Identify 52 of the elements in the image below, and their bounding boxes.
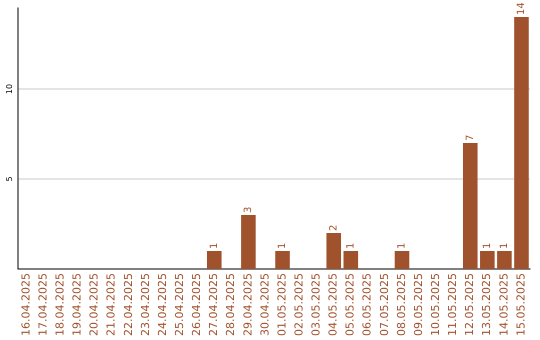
x-tick-label: 03.05.2025: [310, 273, 323, 336]
x-tick-label: 21.04.2025: [104, 273, 118, 336]
x-tick-label: 14.05.2025: [497, 273, 510, 336]
x-tick-label: 19.04.2025: [70, 273, 84, 336]
x-tick-label: 17.04.2025: [36, 273, 50, 336]
x-tick-label: 29.04.2025: [241, 273, 254, 336]
x-tick-label: 23.04.2025: [138, 273, 152, 336]
data-label: 2: [328, 224, 340, 232]
data-label: 1: [208, 242, 220, 250]
x-tick-label: 04.05.2025: [326, 273, 340, 336]
data-label: 1: [396, 242, 408, 250]
bar: [394, 251, 410, 270]
x-tick-label: 30.04.2025: [258, 273, 272, 336]
x-tick-label: 10.05.2025: [428, 273, 442, 336]
x-tick-label: 05.05.2025: [344, 273, 357, 336]
x-tick-label: 08.05.2025: [394, 273, 408, 336]
data-label: 3: [242, 206, 254, 214]
x-tick-label: 13.05.2025: [480, 273, 494, 336]
bar: [514, 17, 529, 270]
bar: [462, 143, 478, 270]
x-tick-label: 28.04.2025: [224, 273, 238, 336]
bar: [241, 215, 256, 270]
y-tick-label: 5: [5, 176, 14, 182]
x-tick-label: 25.04.2025: [172, 273, 186, 336]
x-tick-label: 27.04.2025: [207, 273, 220, 336]
x-tick-label: 01.05.2025: [275, 273, 288, 336]
bar: [480, 251, 495, 270]
bar: [326, 233, 342, 270]
x-tick-label: 20.04.2025: [88, 273, 101, 336]
data-label: 1: [345, 242, 356, 250]
bar: [206, 251, 222, 270]
x-tick-label: 18.04.2025: [54, 273, 67, 336]
x-tick-label: 26.04.2025: [190, 273, 204, 336]
bar: [275, 251, 290, 270]
data-label: 14: [516, 2, 528, 15]
x-tick-label: 07.05.2025: [378, 273, 391, 336]
x-tick-label: 22.04.2025: [122, 273, 135, 336]
y-tick-label: 10: [5, 84, 14, 94]
data-label: 1: [482, 242, 493, 250]
data-label: 1: [498, 242, 510, 250]
x-tick-label: 06.05.2025: [360, 273, 374, 336]
data-label: 1: [277, 242, 288, 250]
x-tick-label: 11.05.2025: [446, 273, 460, 336]
bar: [344, 251, 358, 270]
x-tick-label: 24.04.2025: [156, 273, 169, 336]
x-tick-label: 16.04.2025: [19, 273, 32, 336]
x-tick-label: 02.05.2025: [292, 273, 306, 336]
x-tick-label: 12.05.2025: [463, 273, 476, 336]
bar: [497, 251, 512, 270]
data-label: 7: [464, 134, 476, 142]
x-tick-label: 15.05.2025: [514, 273, 528, 336]
x-tick-label: 09.05.2025: [412, 273, 425, 336]
